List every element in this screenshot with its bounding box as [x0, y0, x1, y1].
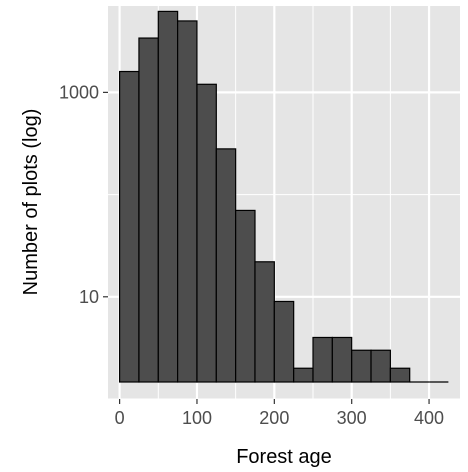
y-tick-label-0: 10: [79, 287, 99, 307]
histogram-bar-9: [293, 367, 314, 383]
y-axis-title: Number of plots (log): [20, 109, 42, 296]
histogram-bar-10: [312, 336, 333, 383]
y-axis: 10 1000: [59, 82, 108, 307]
histogram-bar-1: [138, 37, 159, 383]
x-tick-label-4: 400: [414, 408, 444, 428]
histogram-bar-8: [273, 300, 295, 383]
histogram-bar-0: [119, 70, 140, 383]
x-tick-label-0: 0: [115, 408, 125, 428]
histogram-bar-4: [196, 83, 217, 383]
histogram-bar-2: [157, 10, 179, 383]
x-axis: 0 100 200 300 400: [115, 399, 444, 428]
x-tick-label-3: 300: [337, 408, 367, 428]
histogram-bar-14: [389, 367, 411, 383]
histogram-bar-7: [254, 261, 275, 383]
histogram-bar-12: [351, 349, 372, 383]
x-tick-label-1: 100: [182, 408, 212, 428]
histogram-bar-13: [370, 349, 391, 383]
histogram-bar-3: [177, 20, 198, 383]
x-axis-title: Forest age: [236, 446, 332, 468]
y-tick-label-1: 1000: [59, 82, 99, 102]
histogram-bar-11: [331, 336, 353, 383]
x-tick-label-2: 200: [259, 408, 289, 428]
histogram-bars: [119, 10, 449, 383]
histogram-bar-6: [235, 209, 256, 383]
histogram-bar-5: [215, 148, 237, 383]
